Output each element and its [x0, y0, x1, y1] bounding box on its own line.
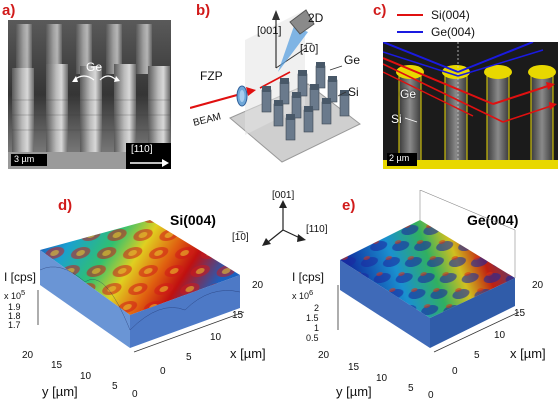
panel-d-z-exponent: x 105 [4, 288, 26, 301]
panel-a-sem-image: Ge 3 µm [110] [8, 20, 171, 169]
panel-e-x-tick-4: 0 [452, 366, 458, 377]
panel-d-y-tick-2: 10 [80, 371, 92, 382]
panel-a-scale-bar: 3 µm [11, 154, 47, 166]
panel-e-z-label: I [cps] [292, 270, 325, 284]
panel-b-fzp-label: FZP [200, 69, 223, 83]
panel-d-y-tick-4: 0 [132, 389, 138, 400]
panel-letter-c: c) [373, 2, 387, 19]
panel-e-z-exponent: x 106 [292, 288, 314, 301]
panel-d-surface-plot [37, 220, 245, 353]
panel-a-scale-label: 3 µm [14, 154, 35, 164]
panel-e-y-tick-0: 20 [318, 350, 330, 361]
panel-e-surface-plot [337, 190, 520, 353]
panel-c-si-label: Si [391, 112, 402, 126]
panel-e-x-tick-3: 5 [474, 350, 480, 361]
panel-d-x-tick-0: 20 [252, 280, 264, 291]
panel-d-y-tick-1: 15 [51, 360, 63, 371]
panel-d-z-tick-0: 1.9 [8, 302, 21, 312]
panel-e-y-tick-4: 0 [428, 390, 434, 401]
panel-e-x-tick-0: 20 [532, 280, 544, 291]
panel-d-y-label: y [µm] [42, 384, 78, 399]
panel-letter-e: e) [342, 197, 356, 214]
panel-b-ge-label: Ge [344, 53, 360, 67]
legend-ge-label: Ge(004) [431, 25, 476, 39]
panel-d-x-tick-1: 15 [232, 310, 244, 321]
panel-b-schematic: [001] 2D [1̅0] FZP BEAM Ge Si [190, 9, 361, 163]
panel-d-x-label: x [µm] [230, 346, 266, 361]
panel-e-y-tick-1: 15 [348, 362, 360, 373]
panel-b-axis-1m10: [1̅0] [300, 43, 318, 55]
panel-b-si-label: Si [348, 85, 359, 99]
panel-c-sem-image: Ge Si 2 µm [383, 42, 558, 169]
panel-d-y-tick-0: 20 [22, 350, 34, 361]
panel-d-y-tick-3: 5 [112, 381, 118, 392]
panel-b-detector-label: 2D [308, 11, 324, 25]
legend-si-label: Si(004) [431, 8, 470, 22]
panel-a-direction-label: [110] [131, 144, 153, 155]
panel-d-x-tick-3: 5 [186, 352, 192, 363]
panel-e-z-tick-0: 2 [314, 303, 320, 313]
axis-110-label: [110] [306, 224, 328, 235]
panel-e-y-tick-2: 10 [376, 373, 388, 384]
panel-e-x-tick-1: 15 [514, 308, 526, 319]
panel-e-x-label: x [µm] [510, 346, 546, 361]
panel-e-z-tick-3: 0.5 [306, 333, 319, 343]
axis-001-label: [001] [272, 190, 294, 201]
panel-e-z-tick-2: 1 [314, 323, 320, 333]
panel-e-y-label: y [µm] [336, 384, 372, 399]
panel-a-ge-label: Ge [86, 60, 103, 74]
panel-b-axis-001: [001] [257, 25, 281, 37]
panel-d-x-tick-4: 0 [160, 366, 166, 377]
panel-letter-d: d) [58, 197, 73, 214]
panel-a-direction-box: [110] [126, 143, 171, 169]
panel-e-y-tick-3: 5 [408, 383, 414, 394]
orientation-axes: [001] [1̅0] [110] [232, 190, 328, 246]
panel-e-x-tick-2: 10 [494, 330, 506, 341]
panel-e-z-tick-1: 1.5 [306, 313, 319, 323]
panel-c-ge-label: Ge [400, 87, 417, 101]
panel-a-direction-arrow [130, 159, 169, 167]
panel-c-scale-label: 2 µm [389, 153, 410, 163]
panel-d-z-tick-1: 1.8 [8, 311, 21, 321]
panel-d-x-tick-2: 10 [210, 332, 222, 343]
panel-c-legend: Si(004) Ge(004) [395, 6, 535, 44]
panel-d-title: Si(004) [170, 212, 216, 228]
panel-e-title: Ge(004) [467, 212, 519, 228]
panel-d-z-label: I [cps] [4, 270, 37, 284]
panel-letter-b: b) [196, 2, 211, 19]
panel-b-beam-label: BEAM [192, 111, 222, 129]
panel-c-scale-bar: 2 µm [387, 153, 417, 166]
panel-letter-a: a) [2, 2, 16, 19]
panel-d-z-tick-2: 1.7 [8, 320, 21, 330]
axis-1m10-label: [1̅0] [232, 231, 249, 243]
